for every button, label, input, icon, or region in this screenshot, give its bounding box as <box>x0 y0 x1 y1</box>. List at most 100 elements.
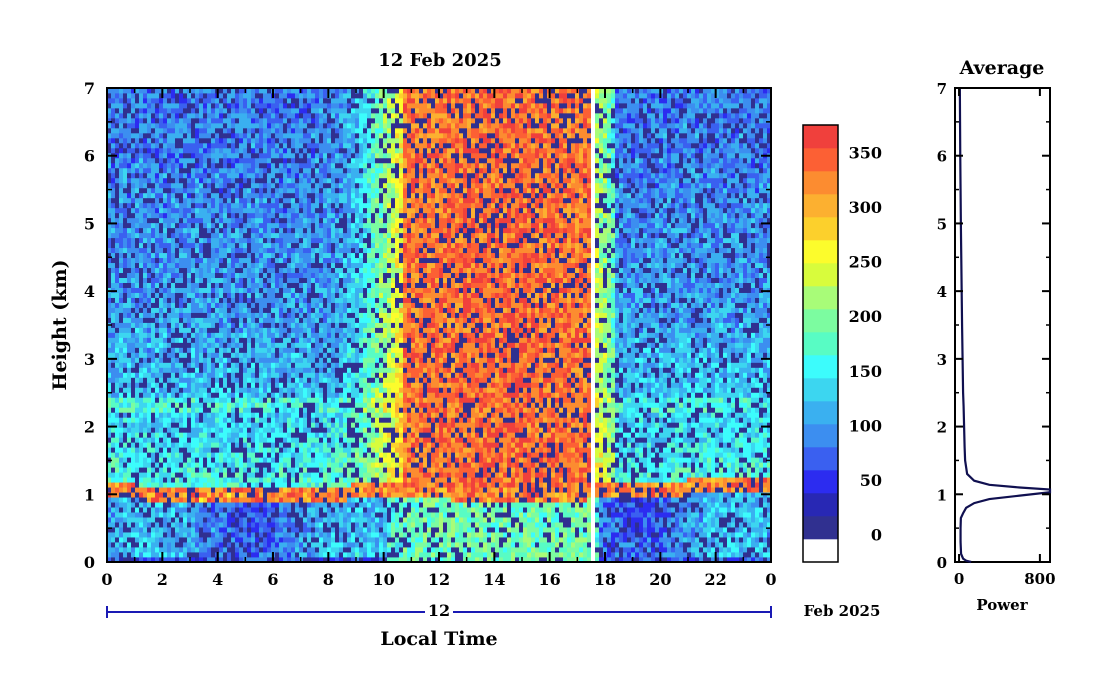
heatmap-cell <box>223 202 228 209</box>
heatmap-cell <box>191 277 196 283</box>
heatmap-cell <box>163 132 168 139</box>
heatmap-cell <box>251 277 256 283</box>
heatmap-cell <box>279 357 284 363</box>
heatmap-cell <box>291 507 296 513</box>
heatmap-cell <box>235 107 240 114</box>
heatmap-cell <box>315 297 320 303</box>
heatmap-cell <box>291 347 296 353</box>
heatmap-cell <box>211 192 216 199</box>
heatmap-cell <box>219 252 224 259</box>
heatmap-cell <box>231 392 236 398</box>
heatmap-cell <box>259 217 264 224</box>
heatmap-cell <box>167 502 172 508</box>
heatmap-cell <box>307 262 312 269</box>
heatmap-cell <box>211 507 216 513</box>
heatmap-cell <box>243 212 248 219</box>
heatmap-cell <box>139 402 144 408</box>
heatmap-cell <box>223 312 228 318</box>
heatmap-cell <box>267 237 272 244</box>
heatmap-cell <box>239 552 244 558</box>
heatmap-cell <box>215 477 220 483</box>
heatmap-cell <box>143 442 148 448</box>
heatmap-cell <box>207 537 212 543</box>
heatmap-cell <box>227 322 232 328</box>
heatmap-cell <box>187 452 192 458</box>
heatmap-cell <box>163 382 168 388</box>
heatmap-cell <box>191 557 196 563</box>
heatmap-cell <box>311 547 316 553</box>
heatmap-cell <box>255 527 260 533</box>
heatmap-cell <box>251 352 256 358</box>
heatmap-cell <box>263 222 268 229</box>
heatmap-cell <box>163 322 168 328</box>
heatmap-cell <box>303 112 308 119</box>
heatmap-cell <box>211 162 216 169</box>
heatmap-cell <box>255 337 260 343</box>
heatmap-cell <box>267 297 272 303</box>
heatmap-cell <box>119 422 124 428</box>
heatmap-cell <box>307 152 312 159</box>
heatmap-cell <box>179 547 184 553</box>
heatmap-cell <box>303 92 308 99</box>
heatmap-cell <box>255 362 260 368</box>
heatmap-cell <box>311 402 316 408</box>
heatmap-cell <box>119 102 124 109</box>
heatmap-cell <box>215 162 220 169</box>
heatmap-cell <box>283 542 288 548</box>
heatmap-cell <box>235 152 240 159</box>
heatmap-cell <box>291 292 296 298</box>
heatmap-cell <box>159 452 164 458</box>
heatmap-cell <box>215 117 220 124</box>
heatmap-cell <box>115 552 120 558</box>
heatmap-cell <box>111 172 116 179</box>
heatmap-cell <box>155 272 160 278</box>
heatmap-cell <box>151 227 156 234</box>
heatmap-cell <box>235 392 240 398</box>
heatmap-cell <box>247 522 252 528</box>
heatmap-cell <box>251 472 256 478</box>
heatmap-cell <box>295 167 300 174</box>
heatmap-cell <box>183 357 188 363</box>
heatmap-cell <box>143 227 148 234</box>
heatmap-cell <box>191 252 196 259</box>
heatmap-cell <box>243 232 248 239</box>
heatmap-cell <box>223 162 228 169</box>
heatmap-cell <box>155 507 160 513</box>
heatmap-cell <box>115 402 120 408</box>
heatmap-cell <box>215 437 220 443</box>
heatmap-cell <box>223 502 228 508</box>
heatmap-cell <box>123 322 128 328</box>
heatmap-cell <box>155 92 160 99</box>
heatmap-cell <box>259 127 264 134</box>
heatmap-cell <box>175 542 180 548</box>
heatmap-cell <box>155 437 160 443</box>
heatmap-cell <box>267 242 272 249</box>
heatmap-cell <box>215 192 220 199</box>
heatmap-cell <box>219 532 224 538</box>
heatmap-cell <box>219 387 224 393</box>
heatmap-cell <box>231 357 236 363</box>
heatmap-cell <box>267 532 272 538</box>
heatmap-cell <box>155 202 160 209</box>
heatmap-cell <box>291 122 296 129</box>
heatmap-cell <box>307 527 312 533</box>
heatmap-cell <box>187 342 192 348</box>
heatmap-cell <box>131 512 136 518</box>
heatmap-cell <box>231 167 236 174</box>
heatmap-cell <box>187 88 192 94</box>
heatmap-cell <box>199 192 204 199</box>
heatmap-cell <box>151 532 156 538</box>
heatmap-cell <box>119 222 124 229</box>
heatmap-cell <box>299 497 304 503</box>
heatmap-cell <box>179 512 184 518</box>
heatmap-cell <box>203 252 208 259</box>
heatmap-cell <box>179 392 184 398</box>
heatmap-cell <box>143 532 148 538</box>
heatmap-cell <box>291 182 296 189</box>
heatmap-cell <box>147 237 152 244</box>
heatmap-cell <box>263 297 268 303</box>
heatmap-cell <box>207 237 212 244</box>
heatmap-cell <box>227 452 232 458</box>
heatmap-cell <box>203 462 208 468</box>
heatmap-cell <box>283 202 288 209</box>
